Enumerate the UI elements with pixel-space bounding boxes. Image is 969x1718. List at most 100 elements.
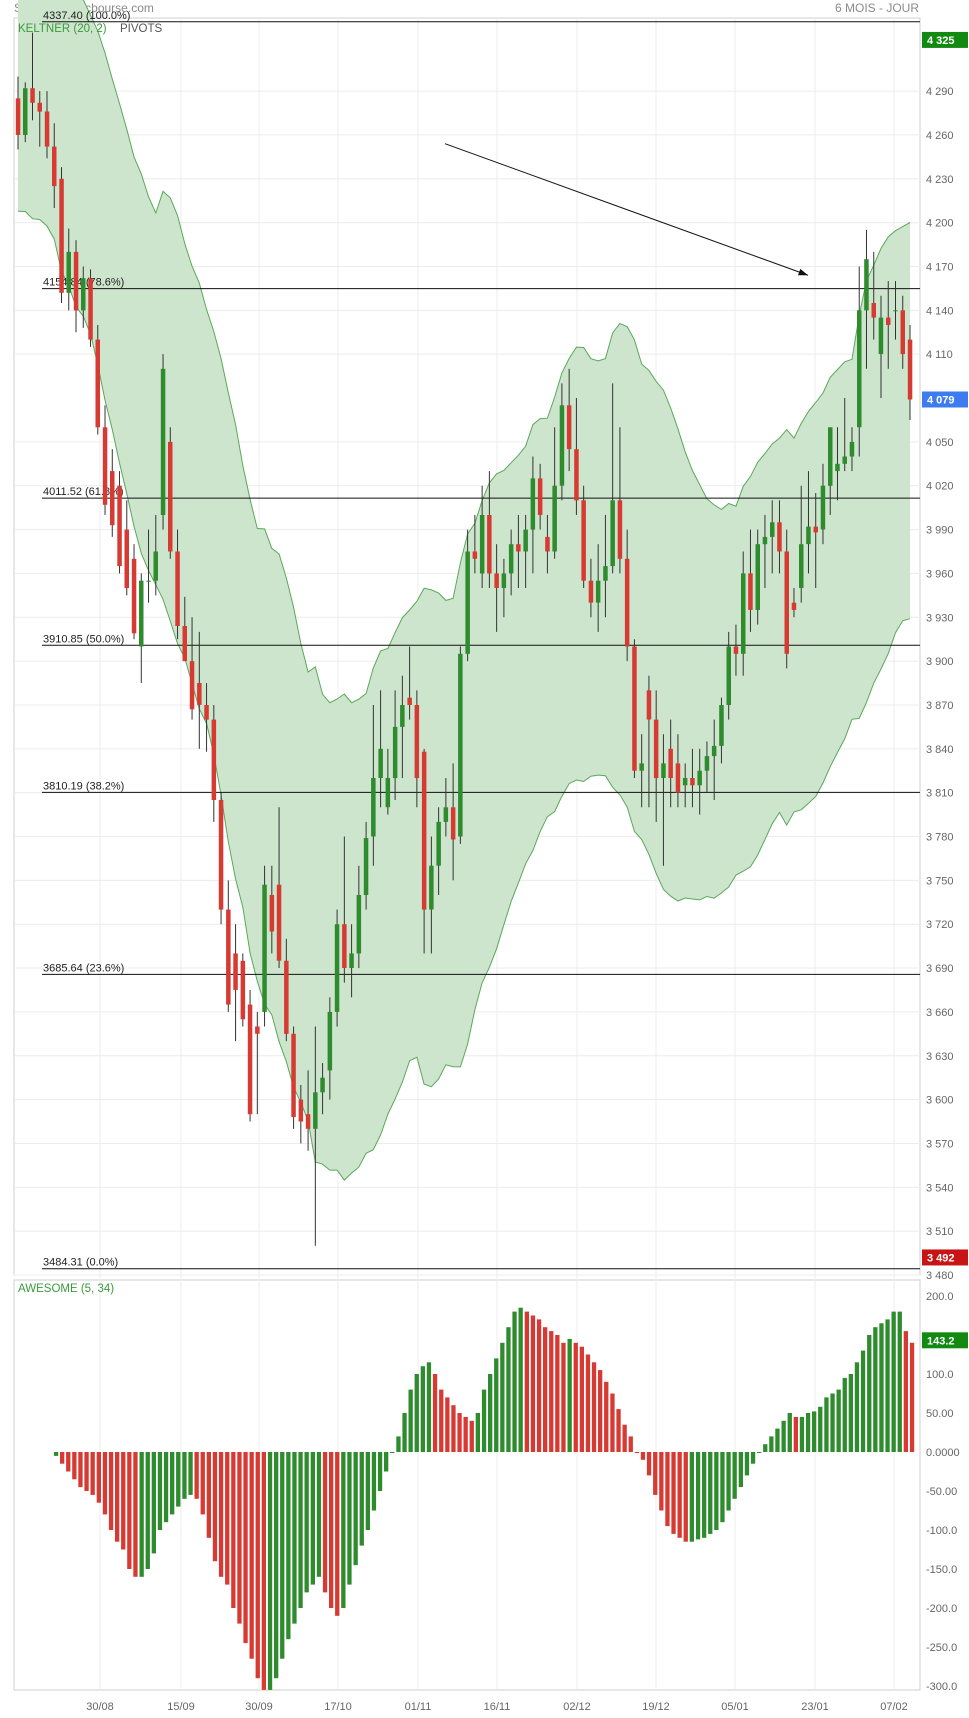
candle-up: [799, 544, 804, 588]
keltner-band: [18, 0, 910, 1181]
candle-down: [653, 719, 659, 779]
awesome-axis-label: 100.0: [926, 1369, 954, 1381]
awesome-bar: [628, 1436, 633, 1452]
awesome-bar: [909, 1342, 915, 1452]
awesome-bar: [139, 1452, 144, 1577]
awesome-bar: [341, 1452, 346, 1608]
date-axis-label: 05/01: [721, 1701, 749, 1713]
candle-up: [828, 427, 833, 486]
price-axis-label: 3 900: [926, 656, 954, 668]
price-axis-label: 4 020: [926, 481, 954, 493]
candle-up: [559, 405, 565, 486]
awesome-bar: [151, 1452, 156, 1554]
awesome-bar: [353, 1452, 358, 1566]
awesome-bar: [732, 1452, 737, 1499]
date-axis-label: 15/09: [167, 1701, 195, 1713]
awesome-bar: [261, 1452, 266, 1690]
candle-down: [247, 1004, 253, 1115]
price-axis-label: 3 930: [926, 612, 954, 624]
fib-level-label: 3910.85 (50.0%): [43, 633, 124, 645]
candle-up: [878, 317, 884, 355]
candle-down: [516, 544, 521, 552]
awesome-bar: [714, 1452, 719, 1530]
awesome-bar: [286, 1452, 291, 1640]
candle-down: [342, 924, 347, 968]
candle-down: [102, 427, 108, 505]
awesome-bar: [200, 1452, 205, 1515]
awesome-bar: [799, 1416, 805, 1452]
candle-down: [675, 763, 681, 793]
awesome-bar: [218, 1452, 224, 1577]
candle-up: [363, 838, 369, 895]
candle-down: [886, 317, 891, 325]
date-axis-label: 07/02: [880, 1701, 908, 1713]
candle-up: [400, 705, 405, 727]
awesome-bar: [579, 1346, 584, 1452]
candle-down: [305, 1114, 311, 1129]
candle-down: [30, 88, 35, 103]
candle-up: [595, 580, 601, 603]
awesome-bar: [512, 1311, 517, 1452]
awesome-bar: [78, 1452, 83, 1488]
trend-arrow-line: [444, 143, 809, 276]
awesome-bar: [524, 1311, 529, 1452]
awesome-bar: [225, 1452, 230, 1585]
fib-level-label: 3484.31 (0.0%): [43, 1257, 118, 1269]
candle-up: [704, 756, 710, 771]
fib-level-label: 4337.40 (100.0%): [43, 10, 130, 22]
awesome-bar: [726, 1452, 731, 1511]
awesome-bar: [255, 1452, 260, 1679]
price-badge: [922, 1249, 968, 1266]
period-label: 6 MOIS - JOUR: [834, 1, 919, 15]
awesome-bar: [66, 1452, 71, 1472]
candle-down: [733, 646, 739, 654]
candle-up: [334, 924, 340, 1012]
awesome-bar: [873, 1327, 878, 1452]
awesome-bar: [329, 1452, 334, 1608]
fib-level-label: 3810.19 (38.2%): [43, 780, 124, 792]
awesome-bar: [408, 1389, 413, 1452]
awesome-axis-label: -50.00: [926, 1486, 957, 1498]
awesome-bar: [280, 1452, 285, 1659]
candle-up: [842, 456, 847, 464]
awesome-bar: [212, 1452, 218, 1562]
awesome-bar: [176, 1452, 181, 1507]
awesome-bar: [677, 1452, 682, 1538]
awesome-bar: [860, 1350, 866, 1452]
awesome-bar: [133, 1452, 138, 1577]
candle-down: [668, 748, 673, 778]
candle-up: [392, 726, 398, 779]
awesome-bar: [610, 1393, 615, 1452]
candle-up: [349, 953, 354, 968]
awesome-bar: [121, 1452, 126, 1550]
price-axis-label: 4 260: [926, 130, 954, 142]
candle-down: [421, 751, 427, 910]
candle-up: [857, 310, 862, 428]
candle-down: [204, 705, 209, 720]
candle-down: [240, 960, 246, 1020]
awesome-bar: [170, 1452, 175, 1515]
candle-up: [436, 821, 441, 866]
awesome-bar: [445, 1397, 450, 1452]
awesome-bar: [573, 1342, 578, 1452]
awesome-bar: [347, 1452, 352, 1585]
candle-up: [479, 515, 485, 574]
keltner-lower-line: [17, 210, 911, 1181]
candle-up: [893, 310, 898, 312]
awesome-bar: [646, 1452, 652, 1476]
awesome-bar: [616, 1409, 621, 1452]
fib-level-label: 3685.64 (23.6%): [43, 962, 124, 974]
candle-up: [458, 653, 463, 837]
awesome-bar: [426, 1362, 432, 1452]
candle-down: [472, 551, 478, 559]
candle-down: [646, 690, 652, 720]
price-axis-label: 3 990: [926, 525, 954, 537]
candle-down: [284, 960, 289, 1034]
candle-up: [770, 522, 775, 537]
trend-arrow-head: [798, 268, 808, 276]
awesome-bar: [634, 1452, 639, 1453]
awesome-bar: [402, 1413, 407, 1452]
awesome-bar: [585, 1354, 591, 1452]
candle-down: [197, 683, 202, 705]
